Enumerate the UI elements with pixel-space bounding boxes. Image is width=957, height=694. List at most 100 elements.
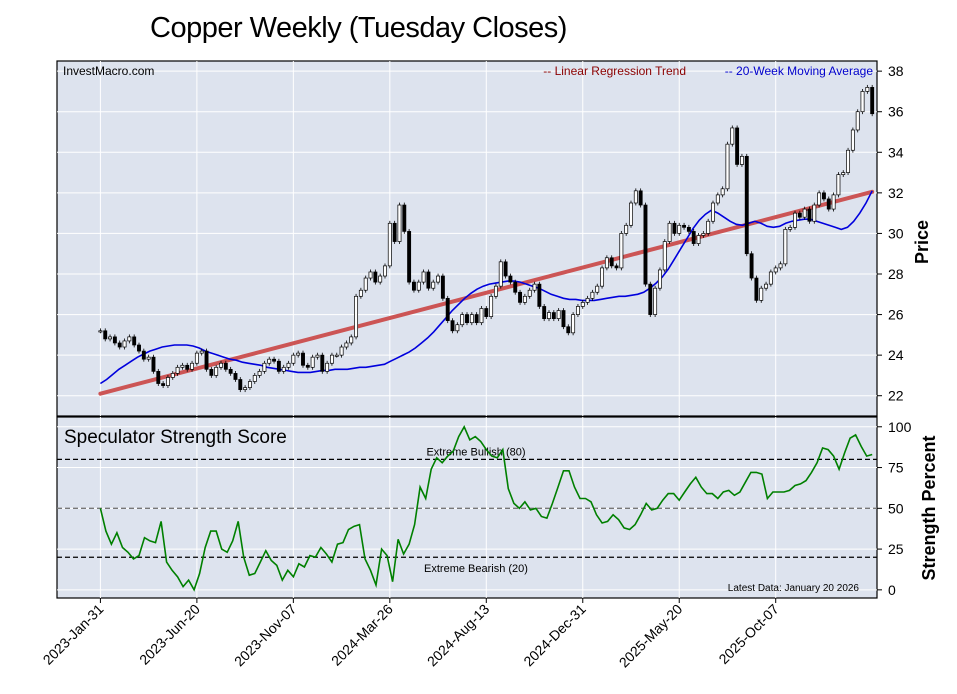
- x-tick-label: 2023-Jan-31: [40, 601, 107, 668]
- candle-body: [344, 342, 349, 348]
- candle-body: [503, 261, 508, 277]
- strength-score-line: [99, 424, 873, 592]
- candle-body: [247, 381, 252, 388]
- candle-body: [846, 149, 851, 173]
- strength-axis: 0 25 50 75 100: [877, 419, 912, 598]
- candle-body: [855, 111, 860, 131]
- candle-body: [585, 297, 590, 303]
- x-tick-label: 2024-Mar-26: [328, 601, 396, 669]
- candle-body: [826, 198, 831, 210]
- candle-body: [715, 194, 720, 204]
- price-tick-label: 34: [888, 144, 904, 160]
- candle-body: [146, 356, 151, 360]
- candle-body: [363, 277, 368, 291]
- candle-body: [276, 360, 281, 372]
- candle-body: [238, 379, 243, 390]
- strength-tick-label: 100: [888, 419, 912, 435]
- reference-lines: Extreme Bullish (80) Extreme Bearish (20): [57, 446, 877, 575]
- price-tick-label: 36: [888, 104, 904, 120]
- candle-body: [431, 281, 436, 289]
- candle-body: [141, 350, 146, 360]
- candle-body: [532, 283, 537, 291]
- candle-body: [281, 366, 286, 372]
- candle-body: [112, 336, 117, 344]
- price-tick-label: 32: [888, 185, 904, 201]
- candle-body: [788, 226, 793, 230]
- price-tick-label: 38: [888, 63, 904, 79]
- candle-body: [744, 155, 749, 255]
- legend-moving-average: -- 20-Week Moving Average: [725, 64, 874, 78]
- candle-body: [460, 314, 465, 326]
- candle-body: [137, 344, 141, 352]
- x-axis: 2023-Jan-31 2023-Jun-20 2023-Nov-07 2024-Ma…: [40, 598, 782, 670]
- candle-body: [759, 287, 764, 301]
- candle-body: [768, 271, 773, 285]
- candle-body: [358, 289, 363, 297]
- legend-regression: -- Linear Regression Trend: [543, 64, 686, 78]
- candle-body: [310, 356, 315, 368]
- candle-body: [677, 224, 682, 234]
- strength-axis-label: Strength Percent: [919, 435, 939, 580]
- candlesticks: [98, 84, 875, 393]
- x-tick-label: 2024-Aug-13: [424, 601, 493, 670]
- price-tick-label: 26: [888, 307, 904, 323]
- candle-body: [508, 275, 513, 283]
- candle-body: [108, 336, 113, 340]
- candle-body: [735, 127, 740, 165]
- candle-body: [754, 277, 759, 301]
- candle-body: [465, 314, 469, 324]
- candle-body: [180, 364, 185, 368]
- candle-body: [252, 375, 257, 382]
- candle-body: [821, 192, 826, 200]
- candle-body: [469, 314, 474, 324]
- candle-body: [286, 362, 291, 368]
- candle-body: [686, 226, 691, 232]
- price-tick-label: 24: [888, 347, 904, 363]
- strength-panel: [56, 416, 878, 599]
- reference-line-label: Extreme Bearish (20): [424, 563, 528, 575]
- candle-body: [305, 364, 310, 368]
- candle-body: [493, 285, 498, 297]
- candle-body: [320, 354, 325, 372]
- candle-body: [127, 336, 132, 342]
- candle-body: [368, 271, 373, 279]
- candle-body: [793, 212, 797, 228]
- candle-body: [315, 354, 320, 358]
- candle-body: [219, 362, 223, 368]
- candle-body: [190, 362, 195, 370]
- candle-body: [334, 354, 339, 357]
- candle-body: [817, 192, 822, 206]
- candle-body: [185, 364, 190, 370]
- candle-body: [272, 358, 277, 362]
- candle-body: [807, 208, 812, 222]
- candle-body: [773, 267, 778, 273]
- candle-body: [161, 383, 166, 386]
- candle-body: [484, 308, 489, 317]
- candle-body: [812, 204, 817, 222]
- candle-body: [575, 306, 580, 315]
- candle-body: [407, 231, 412, 283]
- candle-body: [667, 222, 672, 242]
- candle-body: [228, 368, 233, 374]
- candle-body: [739, 155, 744, 165]
- candle-body: [850, 129, 855, 151]
- strength-tick-label: 50: [888, 500, 904, 516]
- x-tick-label: 2025-Oct-07: [715, 601, 781, 667]
- strength-panel-title: Speculator Strength Score: [64, 427, 287, 448]
- x-tick-label: 2025-May-20: [616, 601, 686, 671]
- candle-body: [551, 312, 556, 319]
- candle-body: [561, 310, 566, 328]
- candle-body: [387, 222, 392, 267]
- candle-body: [672, 222, 677, 234]
- candle-body: [402, 204, 407, 232]
- candle-body: [701, 233, 706, 236]
- candle-body: [783, 229, 788, 265]
- candle-body: [117, 342, 122, 348]
- candle-body: [778, 263, 783, 269]
- candle-body: [257, 371, 262, 376]
- candle-body: [571, 314, 576, 334]
- candle-body: [518, 291, 523, 303]
- candle-body: [682, 224, 687, 228]
- candle-body: [720, 188, 725, 196]
- candle-body: [479, 308, 484, 324]
